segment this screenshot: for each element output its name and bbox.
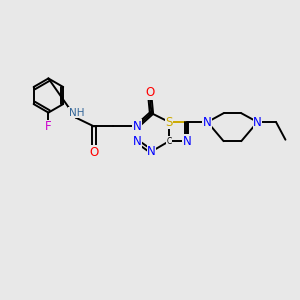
Text: F: F	[45, 120, 52, 133]
Text: N: N	[203, 116, 212, 128]
Text: O: O	[146, 86, 154, 99]
Text: N: N	[253, 116, 262, 128]
Text: N: N	[132, 120, 141, 133]
Text: S: S	[166, 116, 173, 128]
Text: NH: NH	[69, 108, 84, 118]
Text: N: N	[182, 135, 191, 148]
Text: N: N	[147, 145, 156, 158]
Text: O: O	[89, 146, 99, 159]
Text: N: N	[132, 135, 141, 148]
Text: C: C	[167, 137, 172, 146]
